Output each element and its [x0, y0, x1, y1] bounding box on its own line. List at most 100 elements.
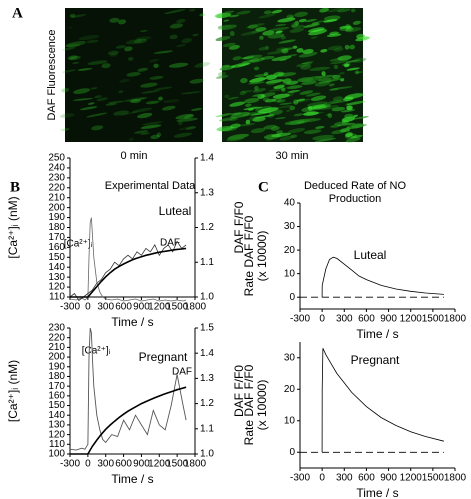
cell [177, 120, 183, 126]
cell [330, 100, 349, 104]
chart-title: Experimental Data [105, 180, 196, 192]
cell [340, 109, 356, 113]
cell [287, 89, 301, 93]
cell [126, 72, 141, 77]
y-tick-label: 170 [48, 232, 65, 243]
cell [337, 55, 352, 61]
x-tick-label: 1800 [444, 314, 467, 325]
cell [355, 36, 370, 42]
cell [232, 56, 242, 61]
y-tick-label: 180 [48, 222, 65, 233]
cell [286, 14, 294, 19]
cell [253, 66, 260, 71]
cell [296, 98, 306, 102]
cell [350, 134, 363, 139]
cell [330, 86, 353, 90]
cell [312, 134, 334, 141]
cell [264, 98, 277, 103]
y2-tick-label: 1.3 [200, 373, 214, 384]
x-tick-label: 1500 [422, 314, 445, 325]
cell [148, 58, 159, 63]
cell [158, 96, 163, 101]
cell [194, 62, 211, 68]
cell [78, 35, 100, 41]
cell [94, 95, 103, 99]
cell [86, 39, 99, 44]
x-tick-label: 1500 [166, 459, 189, 470]
cell [61, 87, 70, 93]
y-axis-label: (x 10000) [255, 380, 269, 431]
cell [217, 71, 227, 77]
cell [336, 122, 356, 126]
x-tick-label: 1800 [184, 302, 207, 313]
y-tick-label: 110 [49, 439, 65, 450]
cell [67, 26, 73, 29]
cell [87, 102, 95, 105]
cell [176, 44, 186, 47]
cell [306, 101, 328, 107]
cell [168, 62, 189, 68]
data-line [69, 327, 187, 451]
cell [73, 88, 91, 94]
x-tick-label: 900 [133, 302, 150, 313]
cell [286, 80, 299, 85]
y-tick-label: 170 [48, 381, 65, 392]
cell [279, 135, 295, 141]
cell [277, 17, 296, 23]
cell [266, 50, 286, 55]
cell [338, 72, 345, 75]
cell [345, 137, 361, 143]
cell [349, 44, 356, 50]
cell [251, 93, 265, 97]
cell [287, 128, 306, 134]
cell [96, 97, 109, 102]
cell [71, 14, 87, 18]
cell [90, 87, 98, 90]
y-tick-label: 20 [284, 384, 296, 395]
cell [312, 103, 331, 109]
panel-name: Pregnant [351, 353, 400, 367]
cell [314, 81, 331, 87]
cell [258, 46, 269, 51]
x-tick-label: -300 [60, 302, 80, 313]
cell [263, 72, 269, 76]
cell [353, 114, 358, 118]
cell [188, 8, 196, 12]
cell [145, 100, 160, 105]
cell [332, 96, 344, 102]
y-axis-label: (x 10000) [255, 231, 269, 282]
cell [224, 10, 235, 14]
cell [275, 30, 283, 34]
cell [228, 14, 240, 18]
cell [229, 101, 246, 107]
cell [289, 28, 305, 33]
y2-tick-label: 1.3 [200, 187, 214, 198]
cell [252, 88, 267, 93]
cell [108, 100, 125, 104]
cell [353, 116, 369, 120]
panel-label: C [258, 179, 269, 195]
panel-name: Luteal [354, 248, 387, 262]
cell [229, 123, 241, 129]
cell [259, 35, 264, 40]
cell [67, 55, 78, 60]
cell [298, 18, 307, 23]
cell [292, 24, 305, 29]
x-tick-label: 1500 [422, 473, 445, 484]
cell [310, 36, 318, 39]
cell [258, 13, 276, 19]
cell [101, 63, 111, 69]
chart-title: Deduced Rate of NO [304, 180, 407, 192]
cell [156, 132, 162, 137]
cell [110, 52, 118, 57]
cell [150, 134, 160, 140]
cell [69, 13, 76, 18]
y2-tick-label: 1.0 [200, 449, 214, 460]
cell [300, 118, 321, 123]
cell [141, 90, 160, 94]
cell [137, 67, 149, 72]
micrograph [214, 7, 370, 143]
cell [199, 13, 206, 17]
cell [276, 99, 286, 103]
